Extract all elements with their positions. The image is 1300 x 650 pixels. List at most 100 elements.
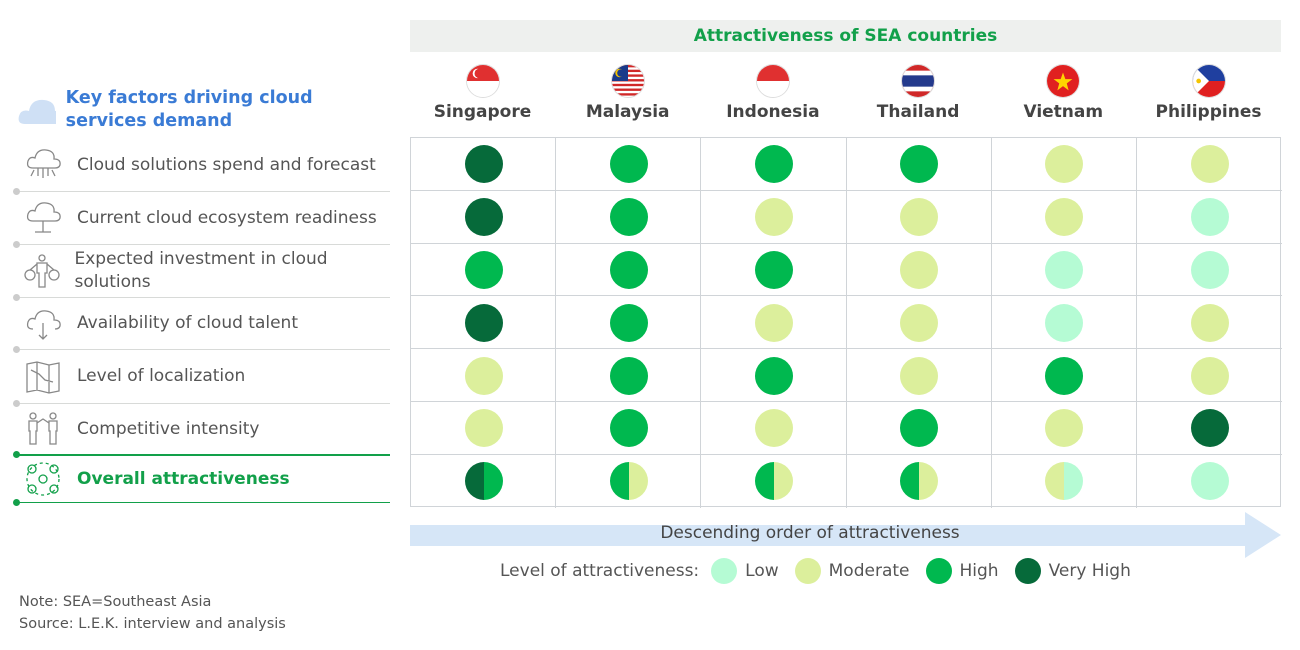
factors-title: Key factors driving cloud services deman… — [65, 88, 313, 131]
country-singapore: Singapore — [410, 64, 555, 122]
factor-label: Level of localization — [77, 366, 246, 386]
rating-fill — [609, 250, 648, 289]
legend-label: Low — [745, 561, 779, 581]
rating-cell — [846, 349, 992, 402]
rating-dot-moderate-low — [1045, 462, 1084, 501]
rating-fill — [1064, 462, 1084, 501]
rating-fill — [754, 462, 774, 501]
rating-cell — [991, 349, 1137, 402]
arrow-label: Descending order of attractiveness — [660, 523, 960, 543]
row-marker — [13, 241, 20, 248]
rating-grid — [410, 137, 1283, 508]
rating-cell — [991, 402, 1137, 455]
rating-dot-moderate — [1190, 145, 1229, 184]
factor-row: Current cloud ecosystem readiness — [13, 192, 390, 248]
rating-cell — [411, 296, 557, 350]
rating-fill — [609, 409, 648, 448]
rating-cell — [1137, 455, 1282, 508]
cloud-network-icon — [21, 198, 65, 238]
people-competing-icon — [21, 409, 65, 449]
rating-fill — [900, 409, 939, 448]
thailand-flag-icon — [901, 64, 936, 98]
rating-fill — [754, 145, 793, 184]
rating-dot-high — [1045, 356, 1084, 395]
rating-dot-high — [900, 409, 939, 448]
rating-cell — [846, 243, 992, 297]
rating-dot-high-moderate — [900, 462, 939, 501]
legend-label: Moderate — [828, 561, 910, 581]
rating-cell — [991, 190, 1137, 244]
rating-dot-moderate — [1045, 409, 1084, 448]
rating-dot-high — [464, 250, 503, 289]
factor-row: Expected investment in cloud solutions — [13, 245, 390, 301]
chart-title: Attractiveness of SEA countries — [410, 20, 1281, 52]
legend-label: High — [959, 561, 999, 581]
rating-cell — [991, 138, 1137, 191]
row-marker — [13, 499, 20, 506]
rating-cell — [701, 138, 847, 191]
note: Note: SEA=Southeast Asia — [19, 594, 212, 610]
rating-fill — [464, 356, 503, 395]
country-philippines: Philippines — [1136, 64, 1281, 122]
factor-row: Competitive intensity — [13, 404, 390, 458]
country-name: Philippines — [1155, 102, 1262, 122]
country-malaysia: Malaysia — [555, 64, 700, 122]
row-marker — [13, 294, 20, 301]
rating-fill — [464, 462, 484, 501]
rating-dot-high — [609, 303, 648, 342]
rating-cell — [411, 349, 557, 402]
rating-cell — [556, 138, 702, 191]
legend-swatch — [794, 558, 821, 584]
philippines-flag-icon — [1191, 64, 1226, 98]
rating-fill — [1190, 198, 1229, 237]
rating-cell — [847, 454, 992, 508]
rating-dot-moderate — [754, 409, 793, 448]
rating-fill — [900, 303, 939, 342]
row-marker — [13, 346, 20, 353]
factor-row: Cloud solutions spend and forecast — [13, 139, 390, 195]
legend-item: Low — [711, 558, 779, 584]
cloud-download-icon — [21, 304, 65, 344]
rating-cell — [556, 454, 702, 508]
rating-fill — [1190, 145, 1229, 184]
rating-cell — [1137, 402, 1283, 455]
factors-header: Key factors driving cloud services deman… — [15, 84, 390, 136]
factor-row: Level of localization — [13, 350, 390, 407]
row-marker — [13, 188, 20, 195]
rating-fill — [628, 462, 648, 501]
factor-label: Current cloud ecosystem readiness — [77, 207, 377, 228]
rating-fill — [1045, 409, 1084, 448]
factor-label: Cloud solutions spend and forecast — [77, 154, 376, 175]
rating-dot-high — [609, 356, 648, 395]
rating-dot-low — [1190, 462, 1229, 501]
rating-dot-veryhigh — [464, 303, 503, 342]
rating-fill — [900, 145, 939, 184]
rating-cell — [411, 243, 557, 297]
rating-cell — [846, 138, 992, 191]
rating-fill — [1190, 303, 1229, 342]
rating-dot-moderate — [900, 250, 939, 289]
rating-fill — [754, 356, 793, 395]
rating-fill — [483, 462, 503, 501]
rating-cell — [1137, 296, 1283, 350]
rating-dot-veryhigh — [1190, 409, 1229, 448]
map-icon — [21, 357, 65, 397]
rating-dot-moderate — [754, 303, 793, 342]
rating-dot-moderate — [1045, 145, 1084, 184]
legend-label: Very High — [1048, 561, 1131, 581]
rating-cell — [411, 138, 557, 191]
factor-label: Overall attractiveness — [77, 468, 290, 489]
rating-cell — [556, 296, 702, 350]
rating-fill — [1045, 303, 1084, 342]
rating-cell — [992, 454, 1137, 508]
rating-dot-moderate — [900, 356, 939, 395]
rating-dot-high — [609, 198, 648, 237]
rating-cell — [701, 243, 847, 297]
factor-label: Competitive intensity — [77, 418, 260, 439]
rating-dot-high — [609, 250, 648, 289]
rating-cell — [556, 402, 702, 455]
rating-cell — [701, 190, 847, 244]
rating-fill — [1045, 198, 1084, 237]
rating-dot-moderate — [754, 198, 793, 237]
rating-fill — [464, 198, 503, 237]
